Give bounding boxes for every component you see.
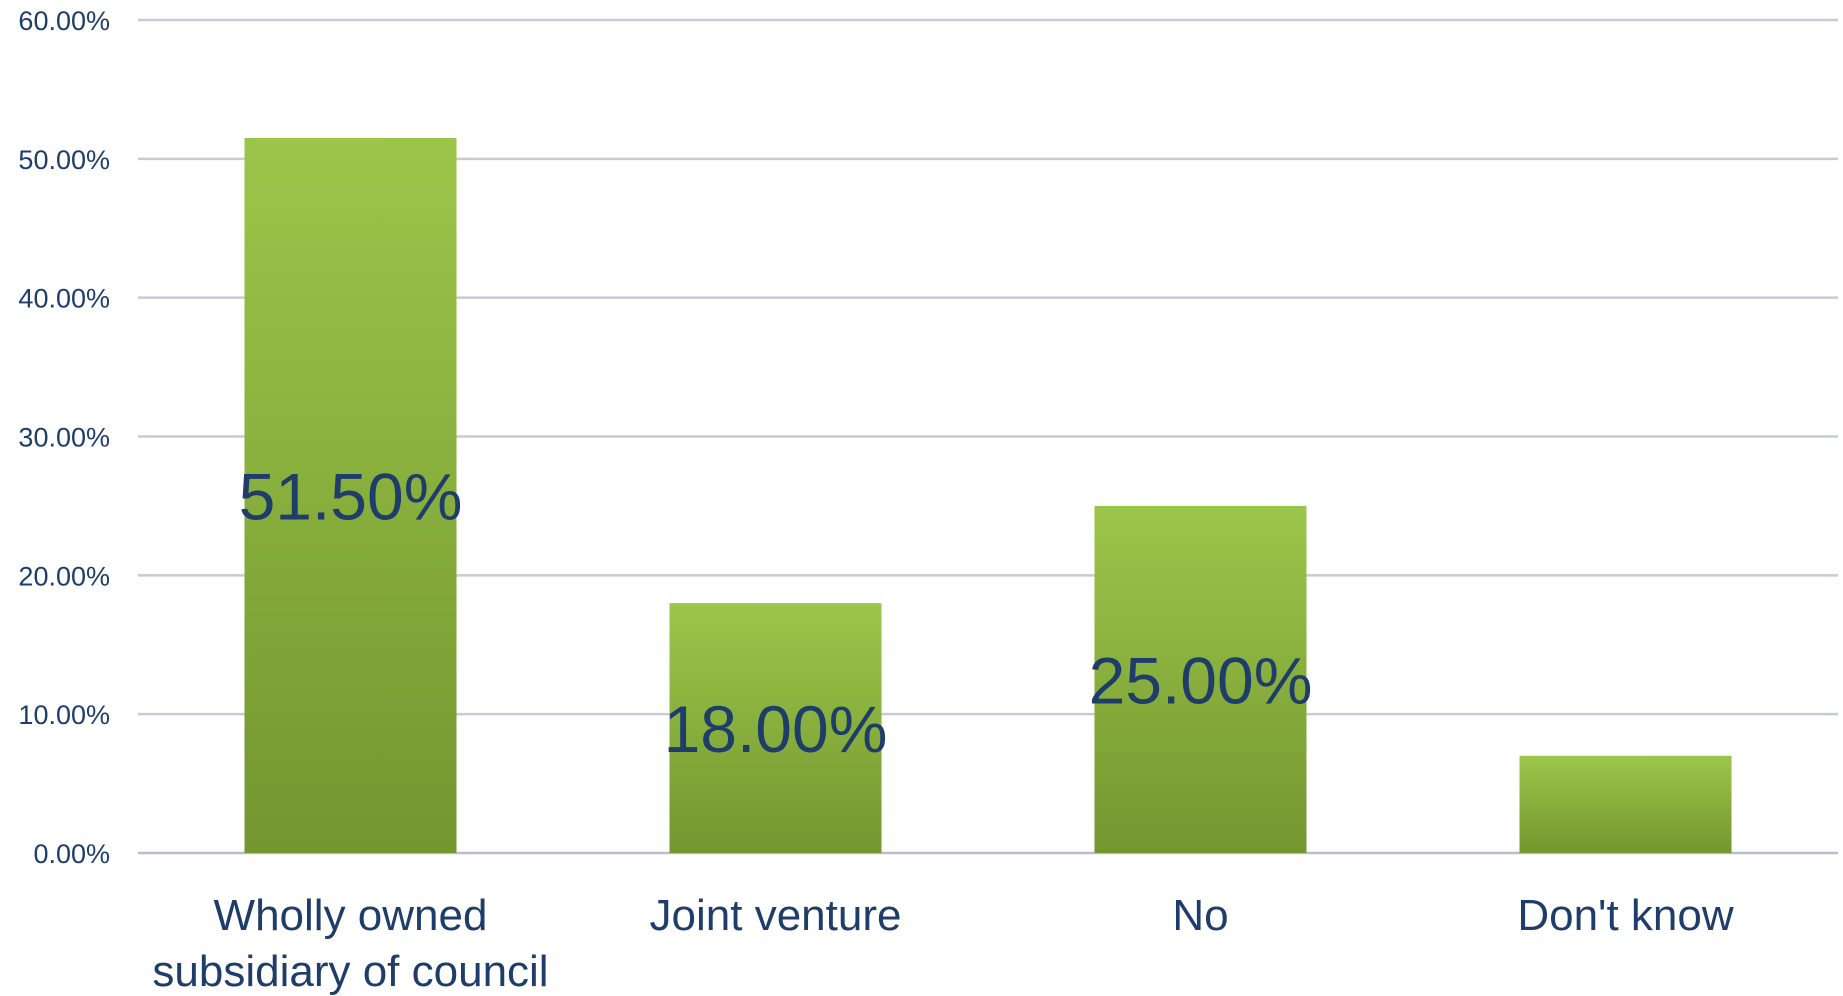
y-tick-label: 0.00% [33, 839, 110, 869]
x-axis-category-labels: Wholly owned subsidiary of council Joint v… [152, 891, 1733, 996]
bar [1094, 505, 1307, 853]
data-label: 18.00% [664, 692, 888, 766]
x-category-label: Wholly owned subsidiary of council [152, 891, 548, 996]
x-category-label: No [1172, 891, 1228, 940]
bar [1519, 755, 1732, 853]
y-tick-label: 20.00% [18, 561, 110, 591]
bar [669, 603, 882, 853]
x-category-label: Don't know [1517, 891, 1734, 940]
bar [244, 138, 457, 854]
y-tick-label: 30.00% [18, 423, 110, 453]
data-label: 25.00% [1089, 643, 1313, 717]
y-tick-label: 60.00% [18, 6, 110, 36]
data-labels: 51.50% 18.00% 25.00% [239, 460, 1313, 767]
data-label: 51.50% [239, 460, 463, 534]
x-category-label: Joint venture [650, 891, 902, 940]
y-tick-label: 40.00% [18, 284, 110, 314]
y-tick-label: 10.00% [18, 700, 110, 730]
y-axis-tick-labels: 0.00% 10.00% 20.00% 30.00% 40.00% 50.00% 60.00… [18, 6, 110, 869]
bars [244, 138, 1732, 854]
y-tick-label: 50.00% [18, 145, 110, 175]
